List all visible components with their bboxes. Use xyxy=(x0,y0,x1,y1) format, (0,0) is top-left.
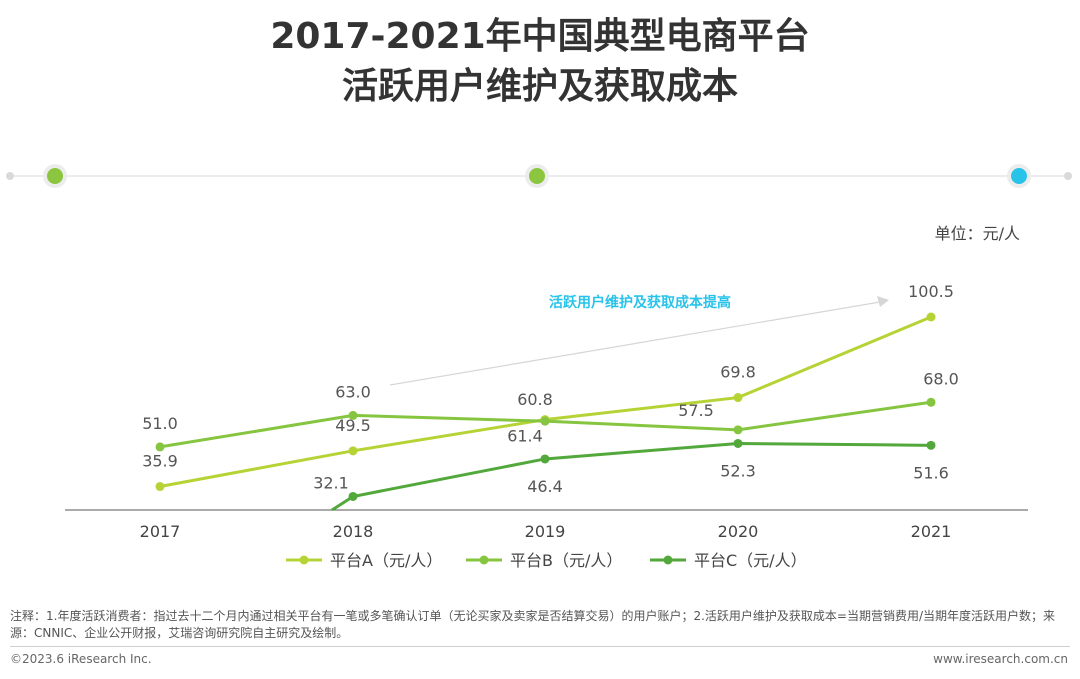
data-label: 46.4 xyxy=(527,477,563,496)
trend-annotation: 活跃用户维护及获取成本提高 xyxy=(549,294,731,311)
data-point xyxy=(926,440,936,450)
data-point xyxy=(348,410,358,420)
data-label: 69.8 xyxy=(720,363,756,382)
data-label: 100.5 xyxy=(908,282,954,301)
data-label: 51.6 xyxy=(913,463,949,482)
copyright: ©2023.6 iResearch Inc. xyxy=(10,652,152,666)
x-tick-label: 2021 xyxy=(911,522,952,541)
timeline-dot xyxy=(1011,168,1027,184)
data-point xyxy=(733,393,743,403)
data-label: 35.9 xyxy=(142,452,178,471)
data-point xyxy=(348,491,358,501)
timeline-end-dot xyxy=(1064,172,1072,180)
data-point xyxy=(540,416,550,426)
data-label: 63.0 xyxy=(335,382,371,401)
series-lines xyxy=(155,312,936,512)
trend-arrow-line xyxy=(389,301,881,386)
legend-swatch-dot xyxy=(663,555,673,565)
footer-divider xyxy=(10,646,1070,647)
x-axis: 2017 2018 2019 2020 2021 xyxy=(65,509,1028,541)
page-title: 2017-2021年中国典型电商平台 活跃用户维护及获取成本 xyxy=(0,12,1080,112)
data-label: 32.1 xyxy=(313,473,349,492)
x-tick-label: 2019 xyxy=(525,522,566,541)
title-line-2: 活跃用户维护及获取成本 xyxy=(341,66,738,107)
data-point xyxy=(926,312,936,322)
data-label: 61.4 xyxy=(507,427,543,446)
timeline-end-dot xyxy=(6,172,14,180)
timeline-dot xyxy=(529,168,545,184)
trend-arrow-head xyxy=(877,296,889,307)
data-point xyxy=(540,454,550,464)
data-point xyxy=(155,442,165,452)
data-label: 52.3 xyxy=(720,461,756,480)
x-tick-label: 2017 xyxy=(140,522,181,541)
series-line xyxy=(331,441,932,512)
data-point xyxy=(348,446,358,456)
legend: 平台A（元/人） 平台B（元/人） 平台C（元/人） xyxy=(286,551,807,570)
timeline-decoration xyxy=(6,164,1072,188)
data-point xyxy=(733,438,743,448)
timeline-dot xyxy=(47,168,63,184)
data-label: 49.5 xyxy=(335,416,371,435)
data-label: 51.0 xyxy=(142,414,178,433)
data-point xyxy=(155,482,165,492)
data-point xyxy=(733,425,743,435)
legend-label: 平台A（元/人） xyxy=(330,551,442,570)
legend-label: 平台C（元/人） xyxy=(694,551,807,570)
title-line-1: 2017-2021年中国典型电商平台 xyxy=(270,16,810,57)
data-labels: 35.9 49.5 61.4 69.8 100.5 51.0 63.0 60.8 57.5 68.… xyxy=(142,282,959,496)
line-chart: 活跃用户维护及获取成本提高 2017 2018 2019 2020 2021 35.9 4… xyxy=(6,164,1072,570)
x-tick-label: 2020 xyxy=(718,522,759,541)
legend-swatch-dot xyxy=(479,555,489,565)
trend-arrow: 活跃用户维护及获取成本提高 xyxy=(389,294,889,386)
x-tick-label: 2018 xyxy=(333,522,374,541)
footnote: 注释：1.年度活跃消费者：指过去十二个月内通过相关平台有一笔或多笔确认订单（无论… xyxy=(10,609,1056,640)
legend-swatch-dot xyxy=(299,555,309,565)
data-label: 68.0 xyxy=(923,369,959,388)
data-label: 60.8 xyxy=(517,390,553,409)
legend-label: 平台B（元/人） xyxy=(510,551,622,570)
data-point xyxy=(926,397,936,407)
unit-label: 单位：元/人 xyxy=(934,224,1020,243)
website-link[interactable]: www.iresearch.com.cn xyxy=(933,652,1068,666)
data-label: 57.5 xyxy=(678,401,714,420)
